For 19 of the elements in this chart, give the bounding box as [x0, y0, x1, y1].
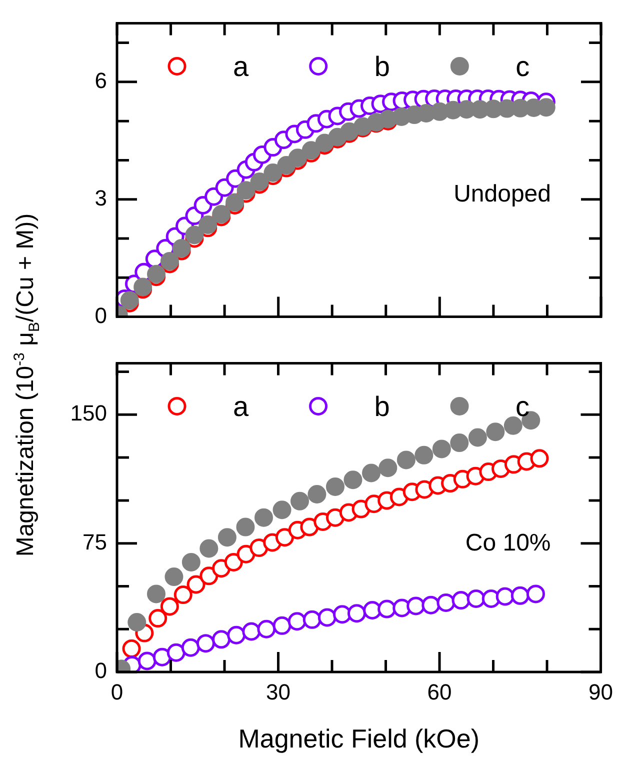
y-tick-label: 0	[94, 658, 107, 684]
x-axis-title: Magnetic Field (kOe)	[238, 724, 480, 754]
legend-label: c	[516, 390, 530, 422]
annotation: Co 10%	[465, 529, 551, 556]
y-tick-label: 0	[94, 302, 107, 328]
x-tick-label: 30	[266, 679, 290, 704]
legend-label: a	[233, 390, 249, 422]
x-tick-label: 60	[427, 679, 452, 704]
legend-label: c	[516, 50, 530, 82]
x-tick-label: 0	[110, 679, 124, 704]
x-tick-label: 90	[588, 679, 614, 704]
y-tick-label: 3	[94, 185, 107, 210]
y-tick-label: 6	[94, 68, 107, 93]
y-tick-label: 150	[70, 400, 107, 426]
y-tick-label: 75	[82, 529, 107, 554]
legend-label: a	[233, 50, 249, 82]
legend-label: b	[374, 390, 390, 422]
legend-label: b	[374, 50, 390, 82]
annotation: Undoped	[454, 180, 551, 208]
